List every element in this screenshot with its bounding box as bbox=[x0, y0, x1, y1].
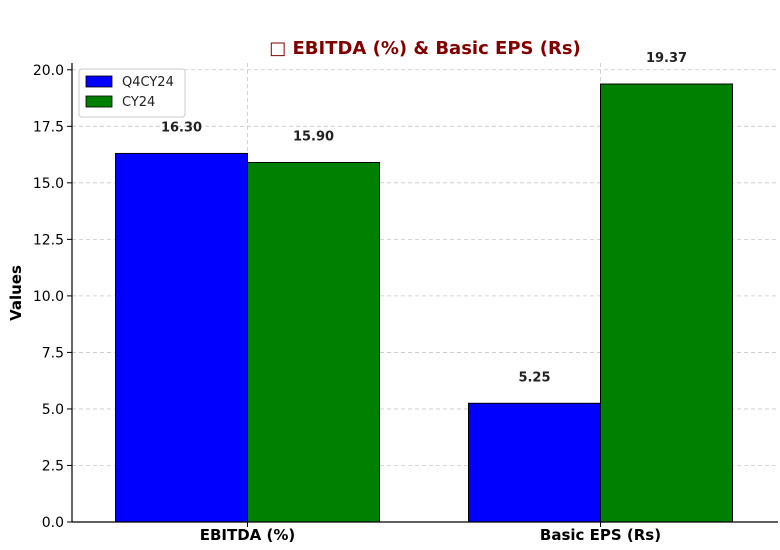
y-tick-label: 12.5 bbox=[33, 232, 64, 248]
y-tick-label: 17.5 bbox=[33, 119, 64, 135]
bars bbox=[115, 83, 733, 523]
data-label: 15.90 bbox=[293, 129, 334, 144]
axes bbox=[71, 63, 778, 523]
data-label: 19.37 bbox=[646, 51, 687, 66]
y-tick-label: 15.0 bbox=[33, 176, 64, 192]
y-tick-label: 10.0 bbox=[33, 289, 64, 305]
y-tick-label: 5.0 bbox=[42, 402, 64, 418]
data-labels: 16.30 15.90 5.25 19.37 bbox=[161, 51, 687, 385]
data-label: 5.25 bbox=[518, 370, 550, 385]
legend: Q4CY24 CY24 bbox=[78, 68, 186, 118]
y-tick-label: 2.5 bbox=[42, 458, 64, 474]
legend-swatch-q4cy24 bbox=[85, 75, 113, 88]
ticks: 0.0 2.5 5.0 7.5 10.0 12.5 15.0 17.5 20.0 EBITDA (… bbox=[33, 63, 661, 544]
legend-label-cy24: CY24 bbox=[122, 95, 155, 110]
legend-swatch-cy24 bbox=[85, 95, 113, 108]
bar-q4cy24-0 bbox=[115, 152, 248, 523]
x-tick-label: Basic EPS (Rs) bbox=[540, 526, 661, 544]
y-tick-label: 7.5 bbox=[42, 345, 64, 361]
data-label: 16.30 bbox=[161, 120, 202, 135]
chart-title: □ EBITDA (%) & Basic EPS (Rs) bbox=[269, 38, 581, 59]
x-tick-label: EBITDA (%) bbox=[200, 526, 296, 544]
y-tick-label: 20.0 bbox=[33, 63, 64, 79]
y-tick-label: 0.0 bbox=[42, 515, 64, 531]
bar-cy24-0 bbox=[247, 161, 380, 523]
y-axis-title: Values bbox=[7, 265, 25, 321]
legend-label-q4cy24: Q4CY24 bbox=[122, 75, 174, 90]
bar-q4cy24-1 bbox=[468, 402, 601, 523]
bar-cy24-1 bbox=[600, 83, 733, 523]
